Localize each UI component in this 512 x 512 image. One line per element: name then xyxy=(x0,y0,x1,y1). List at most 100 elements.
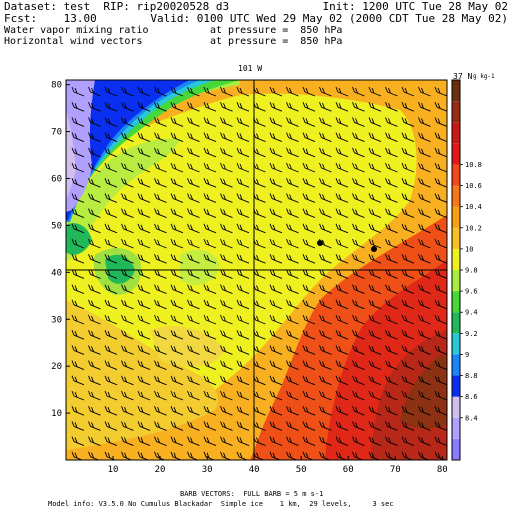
wind-barb xyxy=(187,314,200,325)
wind-barb xyxy=(418,314,431,325)
wind-barb xyxy=(418,162,431,173)
colorbar-swatch xyxy=(452,80,460,102)
wind-barb xyxy=(269,451,282,460)
wind-barb xyxy=(220,360,233,371)
wind-barb xyxy=(269,102,283,112)
colorbar-label: 8.6 xyxy=(465,393,478,401)
wind-barb xyxy=(286,406,299,416)
wind-barb xyxy=(302,223,316,234)
wind-barb xyxy=(335,406,349,416)
wind-barb xyxy=(71,406,85,416)
wind-barb xyxy=(385,299,398,310)
wind-barb xyxy=(170,254,184,264)
wind-barb xyxy=(368,360,382,371)
wind-barb xyxy=(269,299,283,310)
wind-barb xyxy=(401,193,415,203)
valid-time: Valid: 0100 UTC Wed 29 May 02 (2000 CDT … xyxy=(150,12,508,25)
wind-barb xyxy=(319,421,332,431)
wind-barb xyxy=(71,421,85,431)
wind-barb xyxy=(220,147,233,158)
wind-barb xyxy=(170,178,184,188)
wind-barb xyxy=(154,299,167,310)
wind-barb xyxy=(434,178,447,188)
wind-barb xyxy=(236,451,249,460)
wind-barb xyxy=(368,238,382,249)
wind-barb xyxy=(71,238,85,249)
wind-barb xyxy=(286,345,299,355)
wind-barb xyxy=(319,406,332,416)
wind-barb xyxy=(71,345,85,355)
wind-barb xyxy=(335,345,349,355)
wind-barb xyxy=(104,117,118,127)
wind-barb xyxy=(352,330,365,340)
wind-barb xyxy=(170,421,184,431)
wind-barb xyxy=(88,238,101,249)
wind-barb xyxy=(236,147,250,158)
wind-barb xyxy=(368,132,382,143)
wind-barb xyxy=(368,208,382,219)
wind-barb xyxy=(104,375,118,386)
wind-barb xyxy=(203,132,217,143)
wind-barb xyxy=(319,147,332,158)
wind-barb xyxy=(352,375,365,386)
wind-barb xyxy=(154,451,166,460)
wind-barb xyxy=(71,314,85,325)
wind-barb xyxy=(187,102,200,112)
wind-barb xyxy=(352,406,365,416)
wind-barb xyxy=(368,117,382,127)
colorbar-label: 10 xyxy=(465,245,473,253)
wind-barb xyxy=(434,421,447,431)
wind-barb xyxy=(154,360,167,371)
wind-barb xyxy=(335,223,349,234)
wind-barb xyxy=(88,254,101,264)
wind-barb xyxy=(269,238,283,249)
model-info: Model info: V3.5.0 No Cumulus Blackadar … xyxy=(48,500,394,508)
wind-barb xyxy=(137,223,151,234)
wind-barb xyxy=(319,223,332,234)
wind-barb xyxy=(352,421,365,431)
field2-name: Horizontal wind vectors xyxy=(4,36,143,47)
wind-barb xyxy=(104,147,118,158)
wind-barb xyxy=(137,421,151,431)
wind-barb xyxy=(71,178,85,188)
wind-barb xyxy=(187,254,200,264)
wind-barb xyxy=(368,102,382,112)
wind-barb xyxy=(434,360,447,371)
wind-barb xyxy=(418,390,431,401)
wind-barb xyxy=(286,314,299,325)
wind-barb xyxy=(220,208,233,219)
wind-barb xyxy=(319,314,332,325)
wind-barb xyxy=(385,208,398,219)
wind-barb xyxy=(401,406,415,416)
wind-barb xyxy=(104,284,118,295)
wind-barb xyxy=(154,238,167,249)
wind-barb xyxy=(269,284,283,295)
wind-barb xyxy=(236,284,250,295)
wind-barb xyxy=(121,147,134,158)
wind-barb xyxy=(187,375,200,386)
wind-barb xyxy=(104,238,118,249)
wind-barb xyxy=(302,147,316,158)
wind-barb xyxy=(203,299,217,310)
colorbar-label: 9 xyxy=(465,351,469,359)
wind-barb xyxy=(368,436,382,447)
wind-barb xyxy=(71,451,84,460)
wind-barb xyxy=(418,223,431,234)
wind-barb xyxy=(352,284,365,295)
wind-barb xyxy=(269,162,283,173)
wind-barb xyxy=(170,375,184,386)
colorbar-label: 10.8 xyxy=(465,161,482,169)
wind-barb xyxy=(170,360,184,371)
dataset-line: Dataset: test RIP: rip20020528 d3 xyxy=(4,0,230,13)
wind-barb xyxy=(236,193,250,203)
colorbar-label: 9.4 xyxy=(465,309,478,317)
wind-barb xyxy=(286,193,299,203)
wind-barb xyxy=(187,436,200,447)
colorbar-swatch xyxy=(452,227,460,249)
wind-barb xyxy=(170,147,184,158)
wind-barb xyxy=(137,314,151,325)
wind-barb xyxy=(401,117,415,127)
wind-barb xyxy=(203,284,217,295)
wind-barb xyxy=(335,86,349,97)
wind-barb xyxy=(203,254,217,264)
